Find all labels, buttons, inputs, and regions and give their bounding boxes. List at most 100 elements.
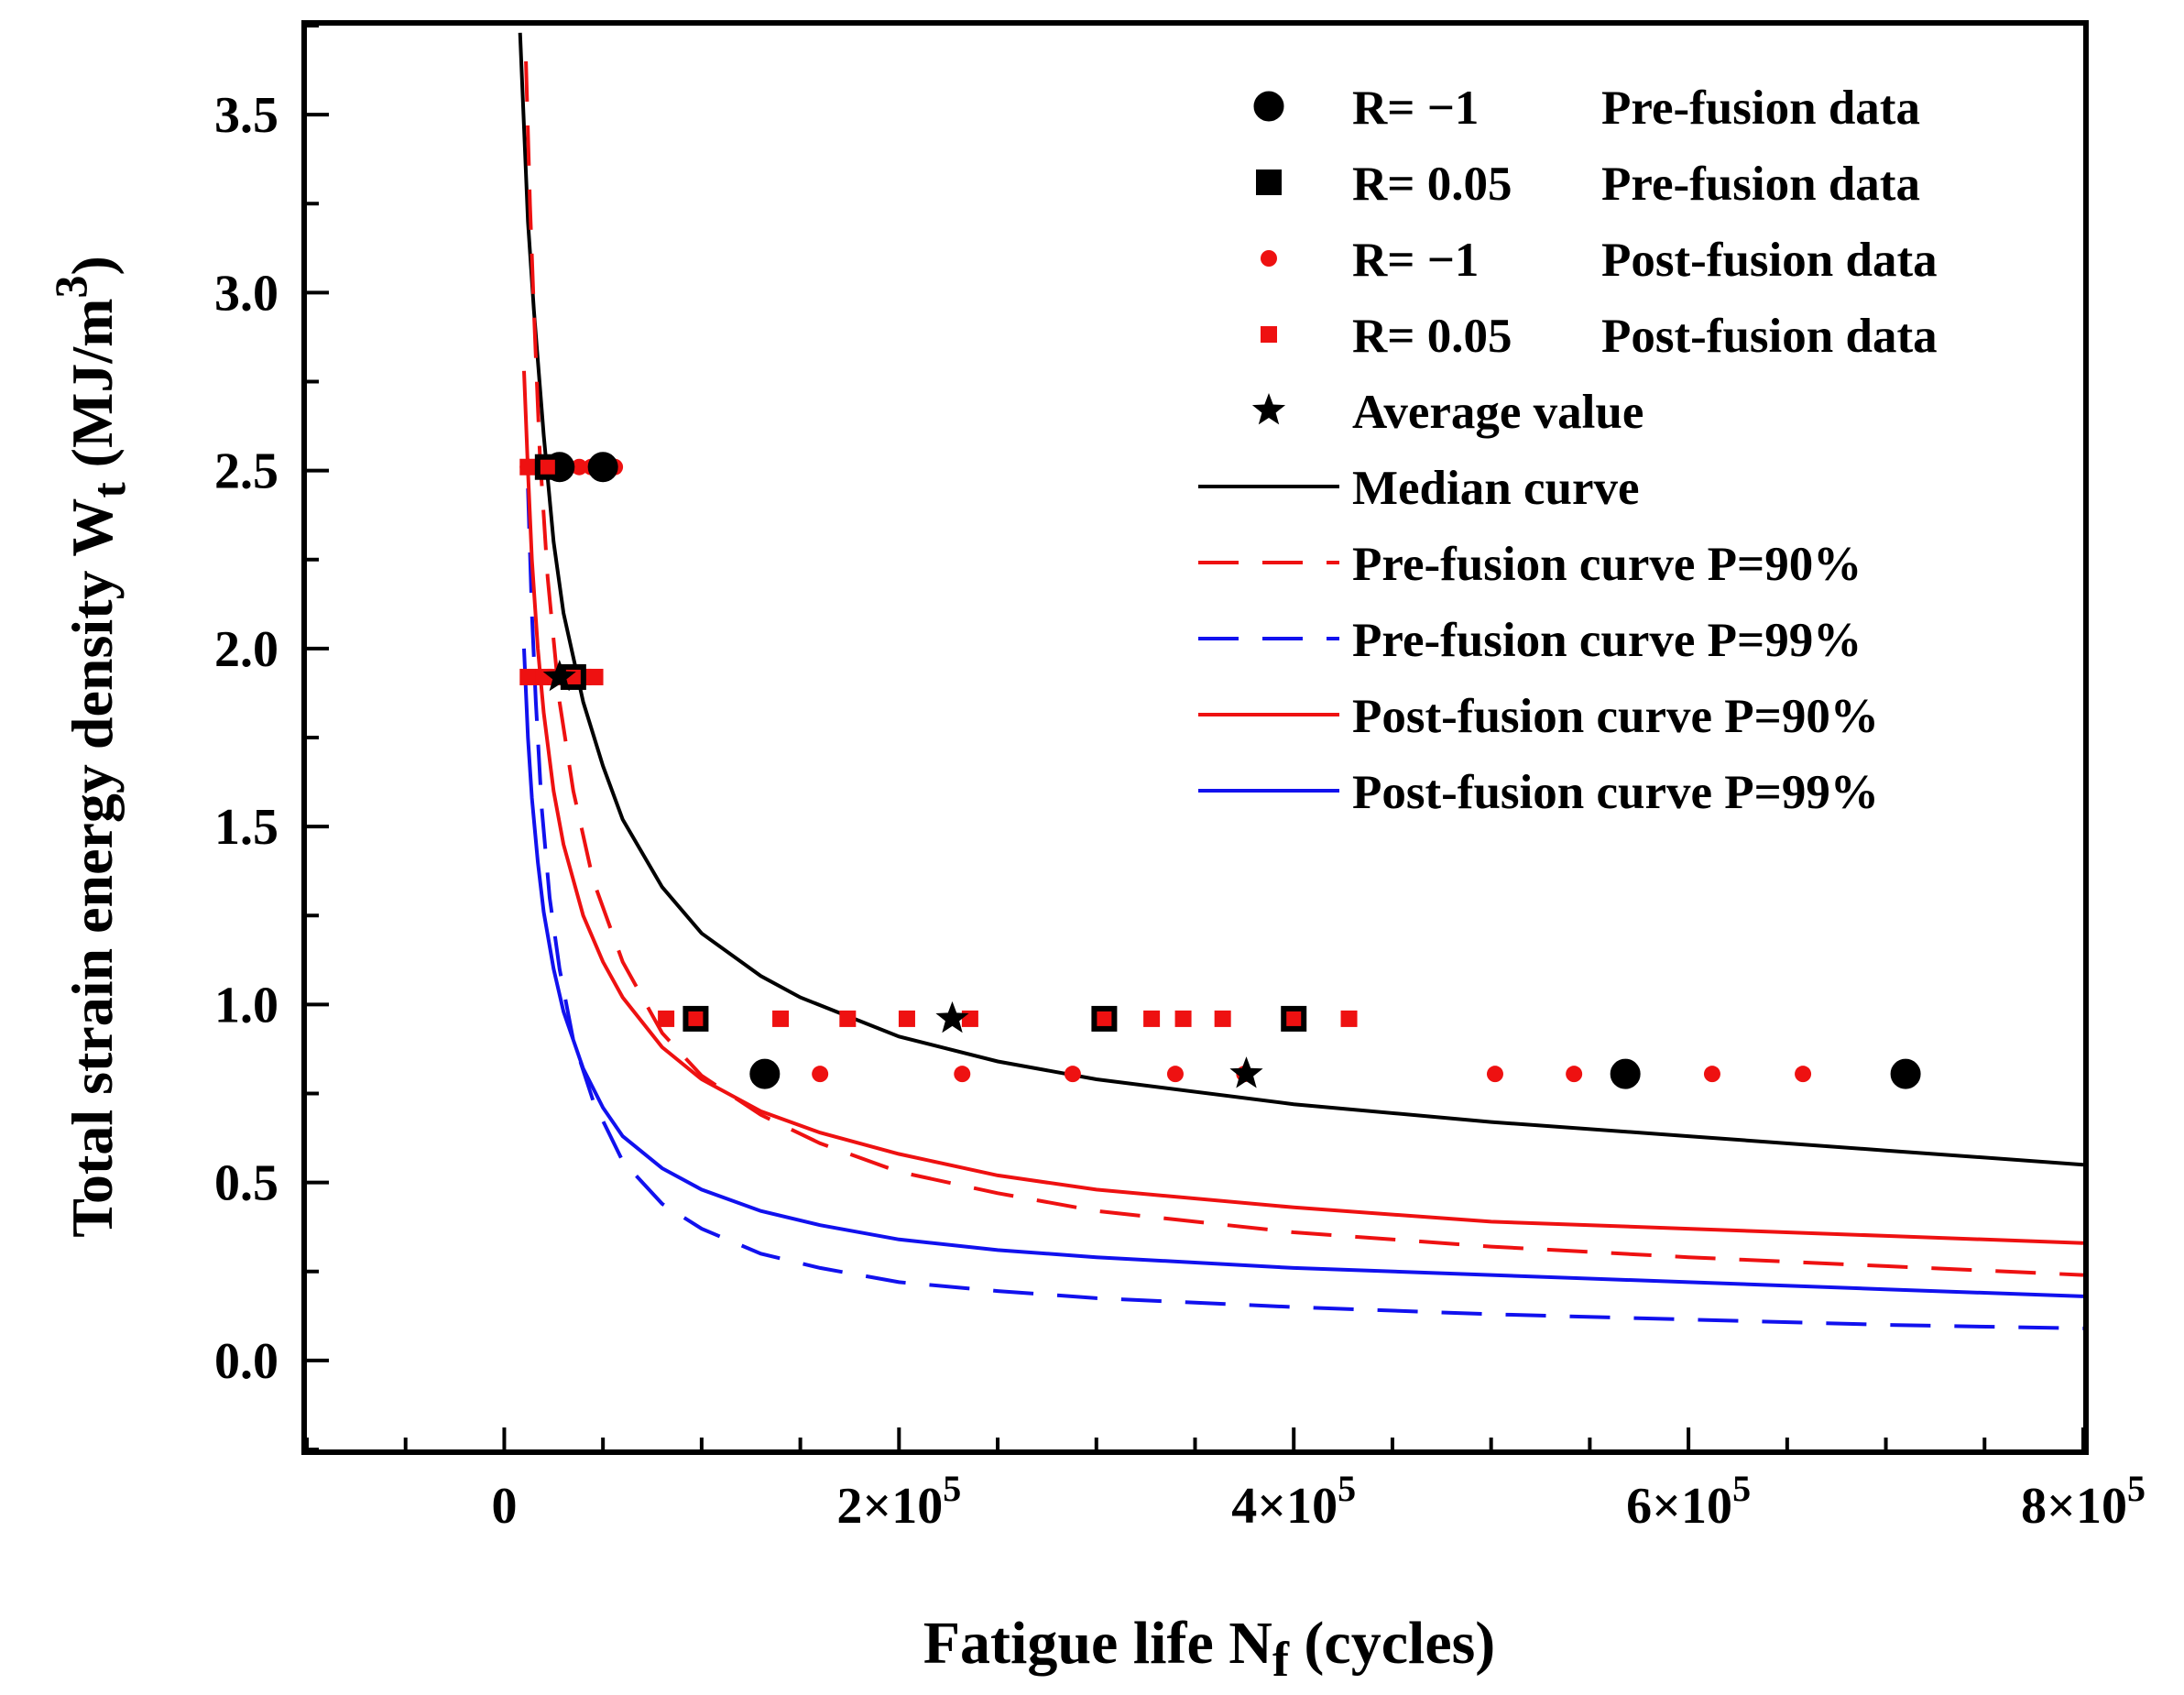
y-tick-label-6: 3.0 [214, 265, 278, 322]
legend-item-7: Pre-fusion curve P=99% [1198, 614, 1862, 667]
square-marker-inner [1097, 1011, 1112, 1026]
x-axis-title: Fatigue life Nf (cycles) [923, 1610, 1496, 1687]
square-marker-inner [540, 459, 555, 475]
y-axis-title: Total strain energy density Wt (MJ/m3) [45, 256, 136, 1238]
y-tick-label-5: 2.5 [214, 443, 278, 500]
legend-item-3: R= 0.05 Post-fusion data [1261, 310, 1938, 363]
data-point-2-7 [954, 1066, 971, 1083]
legend-item-5: Median curve [1198, 462, 1640, 515]
x-tick-label-base: 0 [491, 1478, 517, 1535]
series-curve-6 [524, 60, 2083, 1277]
x-axis-title-subscript: f [1272, 1632, 1290, 1687]
x-tick-label-exponent: 5 [1338, 1468, 1356, 1509]
legend-item-0: R= −1 Pre-fusion data [1253, 82, 1920, 135]
y-tick-label-3: 1.5 [214, 799, 278, 856]
series-curve-9 [522, 648, 2083, 1298]
square-marker-inner [688, 1011, 704, 1026]
data-point-3-9 [772, 1010, 790, 1027]
legend-label-9: Post-fusion curve P=99% [1352, 766, 1879, 819]
y-axis-title-main: Total strain energy density W [60, 498, 125, 1238]
data-point-4-2 [1229, 1056, 1263, 1088]
axes: 0 2×105 4×105 6×105 8×1050.00.51.01.52.02.53… [214, 24, 2146, 1535]
data-point-4-1 [935, 1001, 969, 1033]
legend-item-2: R= −1 Post-fusion data [1261, 234, 1938, 287]
x-tick-label-base: 8×10 [2021, 1478, 2127, 1535]
legend-symbol-4 [1251, 393, 1286, 425]
x-axis-title-suffix: (cycles) [1289, 1610, 1495, 1677]
series-points-4 [542, 660, 1263, 1088]
x-tick-label-exponent: 5 [1732, 1468, 1751, 1509]
y-tick-label-0: 0.0 [214, 1333, 278, 1390]
legend-label-detail-0: Pre-fusion data [1601, 82, 1920, 135]
legend-item-6: Pre-fusion curve P=90% [1198, 538, 1862, 591]
data-point-0-4 [1890, 1058, 1921, 1089]
x-tick-label-1: 2×105 [836, 1468, 961, 1535]
y-tick-label-7: 3.5 [214, 87, 278, 144]
x-tick-label-exponent: 5 [2127, 1468, 2146, 1509]
data-point-2-9 [1166, 1066, 1184, 1083]
x-axis-title-main: Fatigue life N [923, 1610, 1272, 1677]
legend-item-9: Post-fusion curve P=99% [1198, 766, 1879, 819]
legend-label-3: R= 0.05 [1352, 310, 1512, 363]
data-point-0-1 [587, 452, 618, 483]
x-tick-label-base: 2×10 [836, 1478, 943, 1535]
plot-content [518, 32, 2083, 1330]
plot-series-layer [518, 32, 2083, 1330]
data-point-3-7 [658, 1010, 675, 1027]
x-tick-label-2: 4×105 [1231, 1468, 1356, 1535]
legend-symbol-3 [1261, 326, 1277, 343]
x-tick-label-base: 6×10 [1626, 1478, 1732, 1535]
data-point-0-3 [1610, 1058, 1641, 1089]
data-point-3-14 [1143, 1010, 1161, 1027]
y-axis-title-suffix: (MJ/m [60, 299, 125, 483]
legend-label-detail-3: Post-fusion data [1601, 310, 1938, 363]
data-point-2-2 [571, 458, 588, 476]
x-tick-label-0: 0 [491, 1478, 517, 1535]
y-tick-label-1: 0.5 [214, 1155, 278, 1212]
y-axis-title-superscript: 3 [45, 276, 96, 299]
data-point-2-13 [1703, 1066, 1720, 1083]
data-point-4-0 [542, 660, 576, 692]
legend-label-detail-1: Pre-fusion data [1601, 158, 1920, 211]
legend-label-2: R= −1 [1352, 234, 1479, 287]
series-curve-7 [526, 487, 2083, 1330]
legend-label-5: Median curve [1352, 462, 1640, 515]
legend-label-8: Post-fusion curve P=90% [1352, 690, 1879, 743]
data-point-2-12 [1566, 1066, 1583, 1083]
x-tick-label-exponent: 5 [943, 1468, 961, 1509]
data-point-0-2 [749, 1058, 781, 1089]
x-tick-label-3: 6×105 [1626, 1468, 1751, 1535]
y-tick-label-4: 2.0 [214, 621, 278, 678]
y-axis-title-subscript: t [83, 482, 136, 498]
series-points-3 [519, 458, 1358, 1027]
legend-item-8: Post-fusion curve P=90% [1198, 690, 1879, 743]
data-point-3-15 [1174, 1010, 1192, 1027]
legend-label-detail-2: Post-fusion data [1601, 234, 1938, 287]
series-points-1 [534, 454, 1307, 1032]
legend-symbol-2 [1261, 250, 1277, 267]
data-point-3-11 [898, 1010, 915, 1027]
legend-item-1: R= 0.05 Pre-fusion data [1256, 158, 1920, 211]
x-tick-label-base: 4×10 [1231, 1478, 1338, 1535]
y-axis-title-close: ) [60, 256, 125, 275]
x-tick-label-4: 8×105 [2021, 1468, 2146, 1535]
data-point-2-6 [812, 1066, 829, 1083]
legend-label-1: R= 0.05 [1352, 158, 1512, 211]
data-point-3-12 [961, 1010, 978, 1027]
data-point-3-18 [1340, 1010, 1358, 1027]
legend-label-0: R= −1 [1352, 82, 1479, 135]
legend-symbol-0 [1253, 91, 1284, 122]
data-point-2-11 [1486, 1066, 1503, 1083]
data-point-3-5 [519, 458, 537, 476]
data-point-2-8 [1064, 1066, 1081, 1083]
data-point-2-14 [1795, 1066, 1812, 1083]
plot-frame [301, 20, 2089, 1455]
legend-symbol-1 [1256, 170, 1282, 195]
y-tick-label-2: 1.0 [214, 977, 278, 1033]
data-point-3-16 [1214, 1010, 1231, 1027]
data-point-3-0 [519, 668, 537, 685]
legend-label-6: Pre-fusion curve P=90% [1352, 538, 1862, 591]
legend-item-4: Average value [1251, 386, 1643, 439]
data-point-3-10 [839, 1010, 857, 1027]
